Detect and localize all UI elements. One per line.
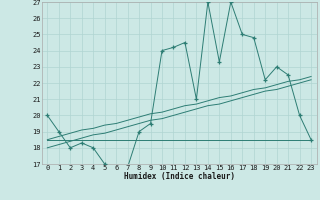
X-axis label: Humidex (Indice chaleur): Humidex (Indice chaleur) — [124, 172, 235, 181]
